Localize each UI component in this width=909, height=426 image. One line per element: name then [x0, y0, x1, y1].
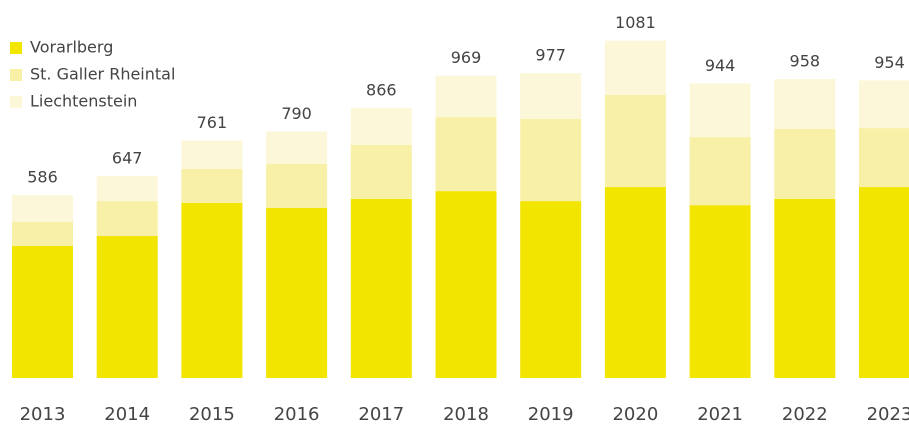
x-tick-label: 2020 [612, 404, 658, 425]
legend-swatch [10, 69, 22, 81]
bar-segment [350, 107, 412, 145]
bar-segment [520, 119, 582, 202]
total-label: 954 [874, 53, 905, 72]
bar-segment [435, 75, 497, 118]
bar-segment [96, 236, 158, 378]
legend-swatch [10, 96, 22, 108]
bar-segment [12, 246, 73, 378]
total-label: 944 [705, 56, 736, 75]
legend-label: Vorarlberg [30, 38, 113, 57]
x-tick-label: 2022 [782, 404, 828, 425]
bar-segment [181, 140, 243, 169]
legend-label: St. Galler Rheintal [30, 65, 175, 84]
bar-segment [859, 187, 909, 378]
legend-swatch [10, 42, 22, 54]
bar-segment [435, 117, 497, 192]
total-label: 958 [790, 52, 821, 71]
total-label: 866 [366, 80, 397, 99]
total-label: 647 [112, 149, 143, 168]
bar-segment [266, 163, 328, 208]
bar-segment [181, 168, 243, 203]
bar-segment [350, 144, 412, 199]
bar-segment [266, 207, 328, 378]
total-label: 790 [281, 104, 312, 123]
bar-segment [859, 80, 909, 129]
bar-segment [266, 131, 328, 164]
bar-segment [350, 198, 412, 378]
bar-segment [774, 129, 836, 199]
total-label: 586 [27, 168, 58, 187]
x-tick-label: 2014 [104, 404, 150, 425]
bar-segment [520, 201, 582, 378]
bar-segment [774, 198, 836, 378]
x-tick-label: 2016 [274, 404, 320, 425]
x-tick-label: 2023 [867, 404, 909, 425]
x-tick-label: 2018 [443, 404, 489, 425]
bar-segment [774, 79, 836, 130]
bar-segment [689, 83, 751, 138]
total-label: 1081 [615, 13, 656, 32]
x-tick-label: 2015 [189, 404, 235, 425]
bar-segment [604, 187, 666, 378]
total-label: 969 [451, 48, 482, 67]
total-label: 761 [197, 113, 228, 132]
bar-segment [12, 222, 73, 247]
x-tick-label: 2019 [528, 404, 574, 425]
bar-segment [604, 40, 666, 96]
bar-segment [181, 202, 243, 378]
bar-segment [689, 137, 751, 206]
bar-segment [96, 201, 158, 237]
x-tick-label: 2021 [697, 404, 743, 425]
bar-segment [859, 128, 909, 188]
bar-segment [604, 95, 666, 188]
bar-segment [96, 176, 158, 202]
bar-segment [689, 205, 751, 378]
legend-label: Liechtenstein [30, 92, 137, 111]
x-tick-label: 2017 [358, 404, 404, 425]
bar-segment [435, 191, 497, 378]
x-tick-label: 2013 [20, 404, 66, 425]
bar-segment [520, 73, 582, 120]
bar-segment [12, 195, 73, 222]
total-label: 977 [535, 46, 566, 65]
